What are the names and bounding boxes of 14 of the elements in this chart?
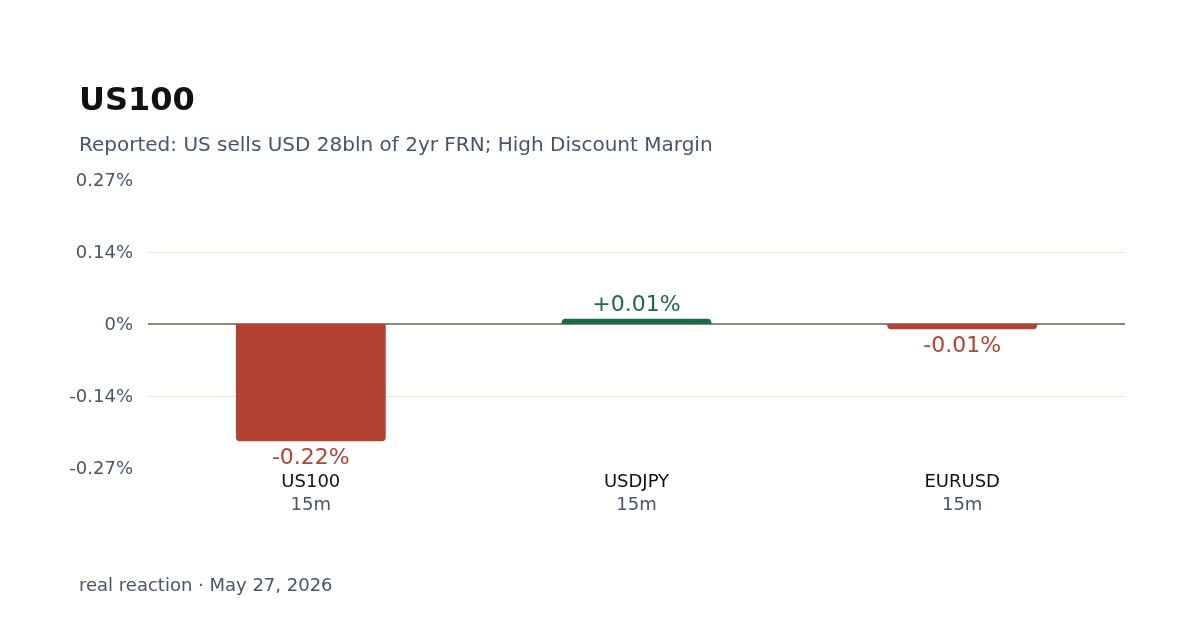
chart-subtitle: Reported: US sells USD 28bln of 2yr FRN; High Discount Margin [79, 132, 713, 156]
y-tick-label: 0.27% [75, 169, 133, 191]
y-tick-label: 0.14% [75, 241, 133, 263]
x-tick-label: USDJPY 15m [603, 470, 671, 515]
y-tick-label: -0.27% [69, 457, 133, 479]
chart-title: US100 [79, 80, 195, 118]
x-tick-label: EURUSD 15m [924, 470, 1000, 515]
text: real reaction · May 27, 2026 [79, 574, 333, 595]
y-tick-label: -0.14% [69, 385, 133, 407]
data-label: -0.01% [923, 332, 1002, 358]
data-label: +0.01% [592, 290, 681, 316]
x-tick-label: US100 15m [281, 470, 341, 515]
y-tick-label: 0% [104, 313, 133, 335]
data-label: -0.22% [271, 444, 350, 470]
